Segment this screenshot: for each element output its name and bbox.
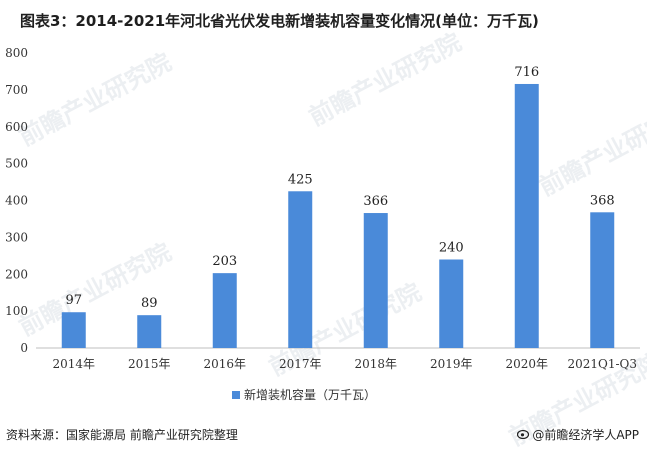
bar xyxy=(363,213,388,348)
data-label: 89 xyxy=(141,296,158,311)
bar xyxy=(439,259,464,348)
weibo-icon xyxy=(517,428,530,442)
bar xyxy=(61,312,86,348)
source-note: 资料来源：国家能源局 前瞻产业研究院整理 xyxy=(6,428,238,442)
y-tick-label: 0 xyxy=(20,341,28,355)
x-tick-label: 2021Q1-Q3 xyxy=(567,357,637,371)
data-label: 716 xyxy=(514,65,539,80)
x-tick-label: 2018年 xyxy=(354,357,397,371)
data-label: 97 xyxy=(65,293,82,308)
y-tick-label: 800 xyxy=(5,46,28,60)
brand-credit: @前瞻经济学人APP xyxy=(517,426,639,443)
bar xyxy=(514,83,539,348)
bar xyxy=(212,273,237,348)
y-tick-label: 400 xyxy=(5,194,28,208)
chart-title: 图表3：2014-2021年河北省光伏发电新增装机容量变化情况(单位：万千瓦) xyxy=(20,12,539,30)
y-tick-label: 700 xyxy=(5,83,28,97)
brand-text: @前瞻经济学人APP xyxy=(532,428,639,442)
y-tick-label: 600 xyxy=(5,120,28,134)
legend: 新增装机容量（万千瓦） xyxy=(232,387,376,402)
y-tick-label: 500 xyxy=(5,157,28,171)
bar xyxy=(288,191,313,348)
data-label: 240 xyxy=(439,241,464,256)
legend-label: 新增装机容量（万千瓦） xyxy=(244,387,376,402)
data-label: 203 xyxy=(212,254,237,269)
x-tick-label: 2020年 xyxy=(505,357,548,371)
data-label: 368 xyxy=(590,193,615,208)
y-tick-label: 200 xyxy=(5,267,28,281)
x-tick-label: 2016年 xyxy=(203,357,246,371)
x-tick-label: 2017年 xyxy=(279,357,322,371)
x-tick-label: 2015年 xyxy=(128,357,171,371)
bar xyxy=(137,315,162,348)
x-tick-label: 2019年 xyxy=(430,357,473,371)
data-label: 366 xyxy=(363,194,388,209)
x-tick-label: 2014年 xyxy=(52,357,95,371)
axes: 0 100 200 300 400 500 600 700 800 2014年 2015年 2016年… xyxy=(5,46,640,371)
legend-swatch xyxy=(232,391,240,399)
bar xyxy=(590,212,615,348)
y-tick-label: 300 xyxy=(5,230,28,244)
bars: 97 89 203 425 366 240 716 368 xyxy=(61,65,615,348)
data-label: 425 xyxy=(288,172,313,187)
y-tick-label: 100 xyxy=(5,304,28,318)
